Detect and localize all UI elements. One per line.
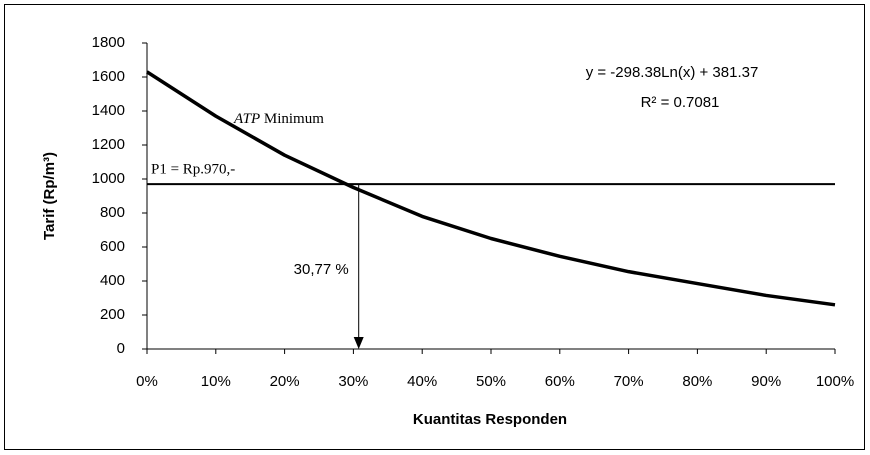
y-tick-label: 1600 <box>92 68 125 85</box>
reference-hline-label: P1 = Rp.970,- <box>151 162 235 178</box>
x-tick-label: 50% <box>476 373 506 390</box>
x-tick-label: 40% <box>407 373 437 390</box>
y-tick-label: 800 <box>100 204 125 221</box>
x-axis-title: Kuantitas Responden <box>413 411 567 428</box>
y-tick-label: 0 <box>117 340 125 357</box>
curve <box>146 70 836 307</box>
x-tick-label: 70% <box>614 373 644 390</box>
curve-label-italic: ATP <box>233 111 260 127</box>
x-tick-label: 80% <box>682 373 712 390</box>
x-tick-label: 30% <box>338 373 368 390</box>
y-tick-label: 1400 <box>92 102 125 119</box>
y-tick-label: 1000 <box>92 170 125 187</box>
x-tick-label: 10% <box>201 373 231 390</box>
curve-label-text: Minimum <box>264 111 324 127</box>
y-tick-label: 400 <box>100 272 125 289</box>
x-tick-label: 100% <box>816 373 854 390</box>
y-tick-label: 200 <box>100 306 125 323</box>
reference-arrowhead <box>353 337 364 349</box>
equation: y = -298.38Ln(x) + 381.37 <box>586 64 759 81</box>
reference-vline-label: 30,77 % <box>294 261 349 278</box>
x-tick-label: 60% <box>545 373 575 390</box>
x-tick-label: 0% <box>136 373 158 390</box>
x-tick-label: 20% <box>270 373 300 390</box>
y-tick-label: 600 <box>100 238 125 255</box>
x-tick-label: 90% <box>751 373 781 390</box>
y-tick-label: 1200 <box>92 136 125 153</box>
curve-label: ATP Minimum <box>233 111 324 127</box>
r-squared: R² = 0.7081 <box>641 94 720 111</box>
y-axis-title: Tarif (Rp/m³) <box>41 152 58 240</box>
y-tick-label: 1800 <box>92 34 125 51</box>
chart-border <box>4 4 865 450</box>
